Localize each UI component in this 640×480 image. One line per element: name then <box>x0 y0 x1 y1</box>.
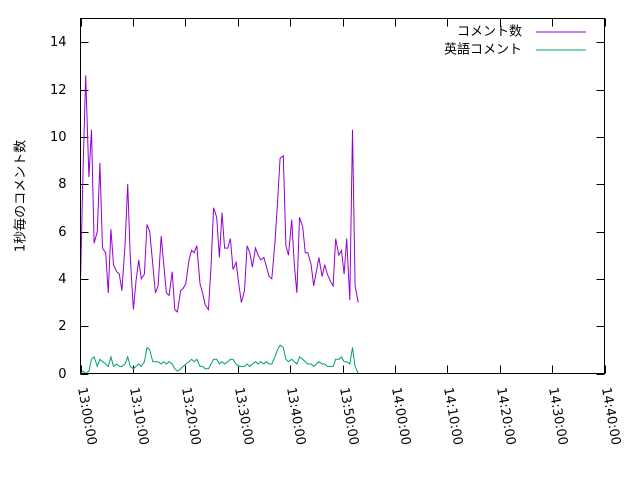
y-tick-label: 6 <box>58 225 66 240</box>
y-tick-labels: 0 2 4 6 8 10 12 14 <box>50 35 67 382</box>
y-tick-label: 8 <box>58 177 66 192</box>
series-line-0 <box>80 75 359 314</box>
y-tick-label: 2 <box>58 319 66 334</box>
y-tick-label: 14 <box>50 35 67 50</box>
legend-label: コメント数 <box>457 25 522 40</box>
y-tick-label: 12 <box>50 83 67 98</box>
series-layer <box>80 75 359 375</box>
y-tick-label: 0 <box>58 367 66 382</box>
legend-label: 英語コメント <box>444 42 522 58</box>
y-tick-label: 10 <box>50 130 67 145</box>
series-line-1 <box>80 344 359 375</box>
y-tick-label: 4 <box>58 272 66 287</box>
y-axis-label: 1秒毎のコメント数 <box>13 140 29 252</box>
plot-frame <box>80 18 605 374</box>
